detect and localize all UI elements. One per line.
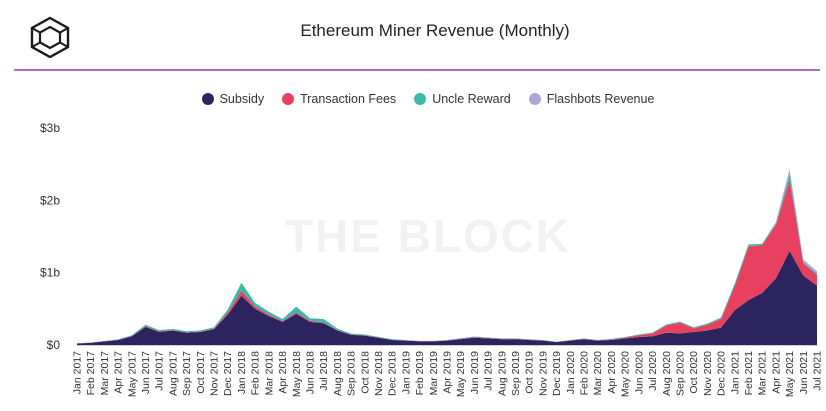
x-tick-label: Jun 2017	[140, 351, 152, 394]
y-tick-label: $3b	[40, 121, 60, 135]
x-tick-label: Dec 2018	[387, 351, 399, 396]
x-tick-label: Jan 2018	[236, 351, 248, 394]
x-tick-label: Aug 2018	[332, 351, 344, 396]
x-tick-label: Oct 2019	[524, 351, 536, 394]
chart-title: Ethereum Miner Revenue (Monthly)	[300, 21, 570, 40]
legend-label-transaction-fees: Transaction Fees	[300, 92, 397, 106]
x-tick-label: Sep 2017	[181, 351, 193, 396]
x-tick-label: Apr 2020	[606, 351, 618, 394]
x-tick-label: May 2021	[784, 351, 796, 397]
x-tick-label: Mar 2020	[592, 351, 604, 396]
x-tick-label: May 2017	[126, 351, 138, 397]
x-tick-label: Aug 2017	[167, 351, 179, 396]
legend-item-subsidy[interactable]: Subsidy	[201, 92, 265, 106]
x-tick-label: Nov 2020	[702, 351, 714, 396]
legend-item-flashbots-revenue[interactable]: Flashbots Revenue	[528, 92, 655, 106]
x-tick-label: Jul 2017	[154, 351, 166, 391]
x-tick-label: Feb 2019	[414, 351, 426, 396]
x-tick-label: Dec 2020	[716, 351, 728, 396]
x-tick-label: Sep 2019	[510, 351, 522, 396]
x-tick-label: Feb 2018	[250, 351, 262, 396]
x-tick-label: Feb 2021	[743, 351, 755, 396]
x-tick-label: Mar 2017	[99, 351, 111, 396]
x-tick-label: Jun 2020	[633, 351, 645, 394]
x-tick-label: Jun 2018	[304, 351, 316, 394]
y-tick-label: $1b	[40, 266, 60, 280]
legend-marker-flashbots-revenue	[528, 93, 541, 105]
legend-item-transaction-fees[interactable]: Transaction Fees	[282, 92, 396, 106]
x-tick-label: Apr 2017	[113, 351, 125, 394]
x-tick-label: Jul 2020	[647, 351, 659, 391]
area-series-subsidy	[77, 250, 817, 345]
x-tick-label: Jan 2020	[565, 351, 577, 394]
x-tick-label: Jul 2019	[483, 351, 495, 391]
x-tick-label: Jul 2021	[812, 351, 824, 391]
legend-marker-subsidy	[201, 93, 214, 105]
x-tick-label: Oct 2017	[195, 351, 207, 394]
x-tick-label: Sep 2018	[346, 351, 358, 396]
watermark-text: THE BLOCK	[285, 210, 571, 262]
x-tick-label: Mar 2019	[428, 351, 440, 396]
legend-marker-transaction-fees	[282, 93, 295, 105]
y-tick-label: $0	[47, 338, 61, 352]
x-tick-label: Nov 2018	[373, 351, 385, 396]
chart-legend: Subsidy Transaction Fees Uncle Reward Fl…	[0, 92, 826, 106]
area-layers	[77, 169, 817, 345]
legend-label-uncle-reward: Uncle Reward	[432, 92, 511, 106]
x-tick-label: Jul 2018	[318, 351, 330, 391]
x-tick-label: May 2018	[291, 351, 303, 397]
x-tick-label: Feb 2020	[579, 351, 591, 396]
x-tick-label: May 2020	[620, 351, 632, 397]
x-tick-label: Nov 2017	[209, 351, 221, 396]
x-axis: Jan 2017 Feb 2017 Mar 2017 Apr 2017 May 2017…	[72, 345, 824, 397]
x-tick-label: Jan 2021	[729, 351, 741, 394]
x-tick-label: Mar 2018	[263, 351, 275, 396]
x-tick-label: Mar 2021	[757, 351, 769, 396]
x-tick-label: Jan 2019	[400, 351, 412, 394]
x-tick-label: Oct 2020	[688, 351, 700, 394]
x-tick-label: Nov 2019	[537, 351, 549, 396]
legend-item-uncle-reward[interactable]: Uncle Reward	[414, 92, 511, 106]
x-tick-label: Jan 2017	[72, 351, 84, 394]
x-tick-label: Dec 2017	[222, 351, 234, 396]
x-tick-label: Sep 2020	[674, 351, 686, 396]
legend-label-flashbots-revenue: Flashbots Revenue	[546, 92, 655, 106]
y-tick-label: $2b	[40, 193, 60, 207]
legend-label-subsidy: Subsidy	[219, 92, 265, 106]
x-tick-label: Aug 2020	[661, 351, 673, 396]
the-block-logo-icon	[30, 16, 70, 58]
legend-marker-uncle-reward	[414, 93, 427, 105]
x-tick-label: Apr 2019	[442, 351, 454, 394]
x-tick-label: Feb 2017	[85, 351, 97, 396]
x-tick-label: Dec 2019	[551, 351, 563, 396]
y-axis: $0 $1b $2b $3b	[40, 121, 60, 352]
x-tick-label: Jun 2019	[469, 351, 481, 394]
x-tick-label: Jun 2021	[798, 351, 810, 394]
x-tick-label: Apr 2021	[770, 351, 782, 394]
x-tick-label: May 2019	[455, 351, 467, 397]
header-divider	[14, 69, 820, 71]
x-tick-label: Oct 2018	[359, 351, 371, 394]
x-tick-label: Apr 2018	[277, 351, 289, 394]
x-tick-label: Aug 2019	[496, 351, 508, 396]
